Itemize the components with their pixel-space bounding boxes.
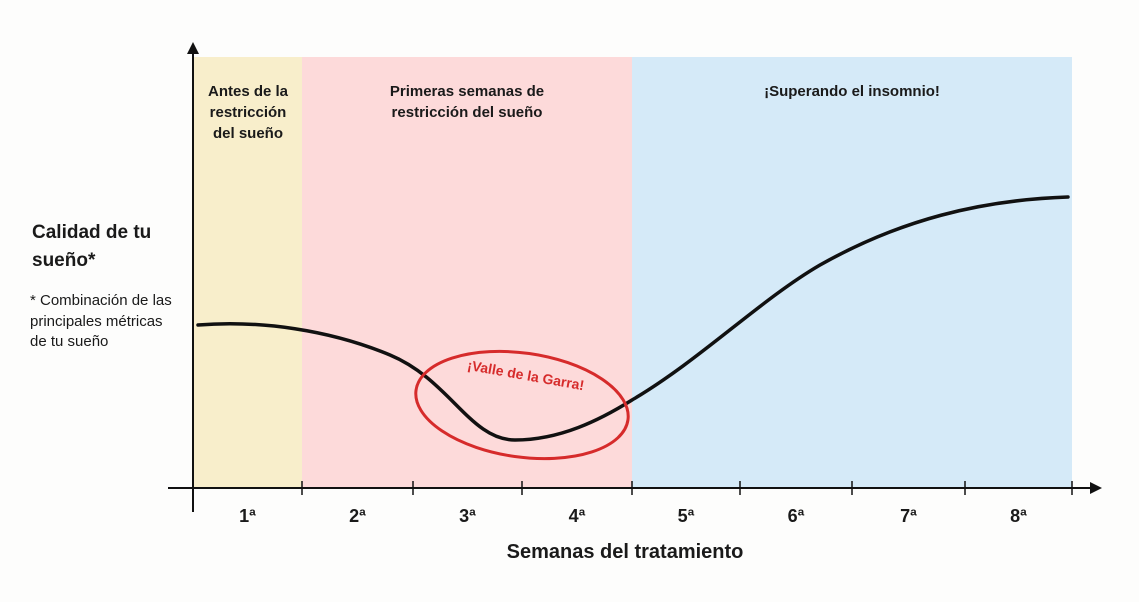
y-note: * Combinación de las	[30, 292, 172, 309]
y-note: de tu sueño	[30, 333, 108, 350]
phase-label: restricción del sueño	[392, 104, 543, 121]
week-label: 5ª	[678, 506, 695, 526]
x-arrow	[1090, 482, 1102, 494]
week-label: 2ª	[349, 506, 366, 526]
week-label: 6ª	[788, 506, 805, 526]
week-label: 1ª	[239, 506, 256, 526]
week-label: 7ª	[900, 506, 917, 526]
phase-region	[632, 57, 1072, 488]
phase-label: restricción	[210, 104, 287, 121]
phase-region	[302, 57, 632, 488]
phase-label: del sueño	[213, 125, 283, 142]
week-label: 3ª	[459, 506, 476, 526]
week-label: 4ª	[569, 506, 586, 526]
phase-label: Primeras semanas de	[390, 83, 544, 100]
phase-label: Antes de la	[208, 83, 289, 100]
y-arrow	[187, 42, 199, 54]
ticks	[301, 481, 1073, 495]
x-label: Semanas del tratamiento	[507, 541, 744, 563]
phase-label: ¡Superando el insomnio!	[764, 83, 940, 100]
week-label: 8ª	[1010, 506, 1027, 526]
phase-region	[193, 57, 302, 488]
y-label: sueño*	[32, 250, 96, 271]
y-label: Calidad de tu	[32, 222, 151, 243]
y-note: principales métricas	[30, 313, 163, 330]
quality-curve	[196, 195, 1070, 442]
valley-circle	[414, 349, 630, 461]
